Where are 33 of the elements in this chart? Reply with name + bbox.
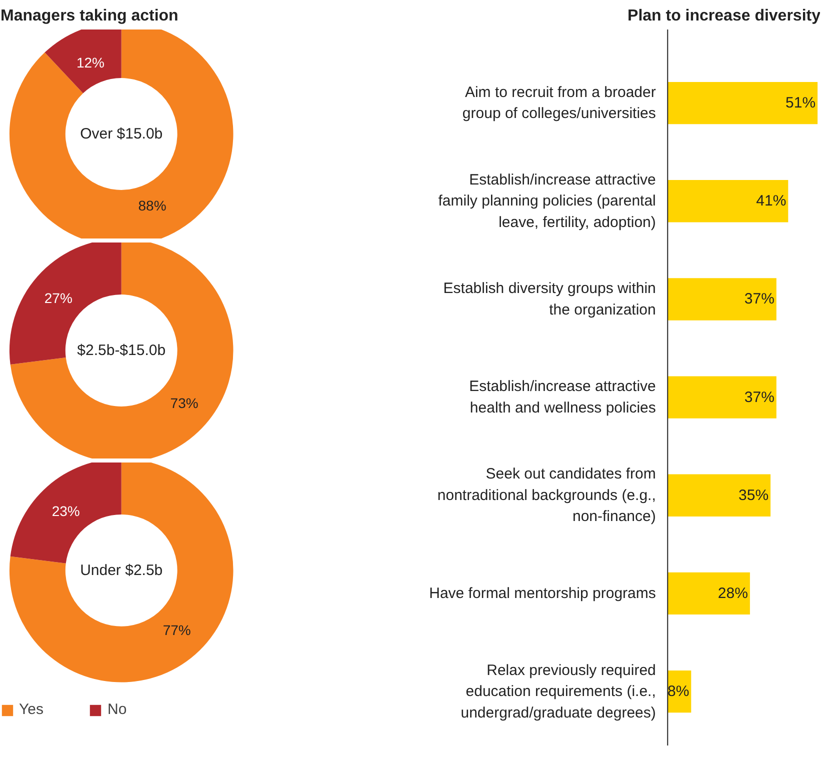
bar xyxy=(668,474,771,516)
y-tick-label: Relax previously required education requirements (i.e., undergrad/graduate degrees) xyxy=(460,662,656,722)
text: Over $15.0b xyxy=(80,126,163,142)
chart-title: Plan to increase diversity xyxy=(628,8,821,24)
y-tick-label: Have formal mentorship programs xyxy=(429,584,656,602)
y-tick-label: Establish/increase attractive family planning policies (parental leave, fertility, adoption) xyxy=(438,171,656,231)
data-label: 12% xyxy=(76,54,104,71)
y-tick-label: Aim to recruit from a broader group of colleges/universities xyxy=(462,84,656,122)
legend-label: No xyxy=(107,701,128,718)
data-label: 73% xyxy=(170,395,198,412)
bar xyxy=(668,572,750,615)
chart-title: Managers taking action xyxy=(0,8,178,24)
data-label: 37% xyxy=(744,290,774,308)
data-label: 8% xyxy=(667,683,690,700)
text: $2.5b-$15.0b xyxy=(77,342,166,359)
bar xyxy=(668,180,788,222)
bar xyxy=(668,376,776,418)
bar xyxy=(668,278,776,320)
legend-label: Yes xyxy=(19,701,44,718)
y-tick-label: Seek out candidates from nontraditional backgrounds (e.g., non-finance) xyxy=(437,466,656,526)
data-label: 88% xyxy=(138,197,166,214)
data-label: 51% xyxy=(786,94,816,112)
bar xyxy=(668,82,818,124)
data-label: 77% xyxy=(162,622,191,638)
text: Under $2.5b xyxy=(80,562,163,579)
data-label: 37% xyxy=(744,388,774,406)
data-label: 41% xyxy=(756,192,786,210)
y-tick-label: Establish/increase attractive health and wellness policies xyxy=(469,378,656,416)
data-label: 35% xyxy=(738,486,769,504)
data-label: 28% xyxy=(718,584,748,602)
data-label: 23% xyxy=(52,502,80,519)
data-label: 27% xyxy=(44,290,72,306)
y-tick-label: Establish diversity groups within the organization xyxy=(443,280,656,318)
